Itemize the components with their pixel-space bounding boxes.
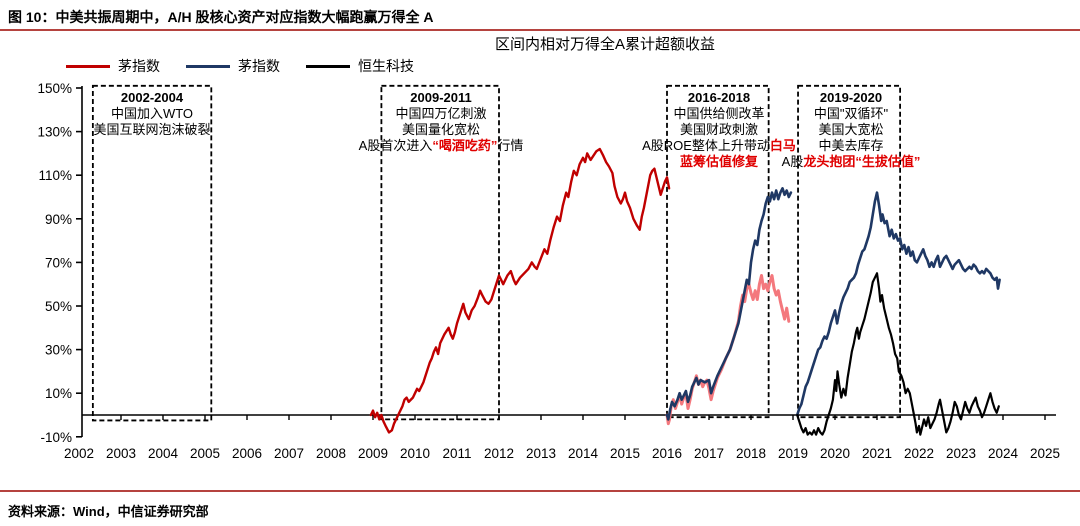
- svg-text:2003: 2003: [106, 446, 136, 461]
- annotation-text-red: 龙头抱团“生拔估值”: [803, 154, 921, 169]
- annotation-2016-2018: 2016-2018 中国供给侧改革 美国财政刺激 A股ROE整体上升带动白马 蓝…: [642, 90, 796, 170]
- annotation-line: 中国"双循环": [813, 106, 889, 121]
- legend-item-mao-a: 茅指数: [66, 56, 160, 76]
- svg-text:110%: 110%: [38, 168, 72, 183]
- annotation-text-red: “喝酒吃药”: [432, 138, 498, 153]
- svg-text:2022: 2022: [904, 446, 934, 461]
- svg-text:2016: 2016: [652, 446, 682, 461]
- annotation-text: A股首次进入: [358, 138, 433, 153]
- svg-text:2008: 2008: [316, 446, 346, 461]
- legend-item-mao-h: 茅指数: [186, 56, 280, 76]
- legend-swatch-red-line: [66, 64, 110, 68]
- svg-text:2025: 2025: [1030, 446, 1060, 461]
- figure-title: 图 10：中美共振周期中，A/H 股核心资产对应指数大幅跑赢万得全 A: [8, 9, 434, 25]
- source-note: 资料来源：Wind，中信证券研究部: [8, 504, 209, 519]
- annotation-period: 2009-2011: [410, 90, 472, 105]
- annotation-text-red: 白马: [769, 138, 796, 153]
- annotation-line: 美国财政刺激: [679, 122, 759, 137]
- svg-text:2012: 2012: [484, 446, 514, 461]
- annotation-line: 美国量化宽松: [401, 122, 481, 137]
- svg-text:2002: 2002: [64, 446, 94, 461]
- chart-legend: 茅指数 茅指数 恒生科技: [66, 56, 414, 76]
- svg-text:2018: 2018: [736, 446, 766, 461]
- annotation-line-red: 蓝筹估值修复: [679, 154, 759, 169]
- svg-text:130%: 130%: [37, 125, 72, 140]
- svg-text:90%: 90%: [45, 212, 72, 227]
- svg-text:2014: 2014: [568, 446, 599, 461]
- svg-text:2021: 2021: [862, 446, 892, 461]
- annotation-line: 中国供给侧改革: [673, 106, 765, 121]
- svg-text:150%: 150%: [37, 81, 72, 96]
- svg-text:2015: 2015: [610, 446, 640, 461]
- header-divider: [0, 29, 1080, 31]
- svg-text:2011: 2011: [442, 446, 471, 461]
- annotation-line: 中美去库存: [818, 138, 884, 153]
- annotation-line: A股首次进入“喝酒吃药”行情: [359, 138, 524, 154]
- annotation-text: A股: [781, 154, 804, 169]
- annotation-period: 2019-2020: [819, 90, 883, 105]
- annotation-line: A股龙头抱团“生拔估值”: [782, 154, 921, 170]
- svg-text:2024: 2024: [988, 446, 1019, 461]
- chart-title: 区间内相对万得全A累计超额收益: [494, 36, 715, 53]
- legend-label: 恒生科技: [358, 58, 414, 74]
- svg-text:2020: 2020: [820, 446, 850, 461]
- svg-text:2010: 2010: [400, 446, 430, 461]
- svg-text:2013: 2013: [526, 446, 556, 461]
- svg-text:10%: 10%: [45, 386, 72, 401]
- annotation-period: 2016-2018: [687, 90, 751, 105]
- svg-text:2005: 2005: [190, 446, 220, 461]
- annotation-line: 美国互联网泡沫破裂: [93, 122, 211, 137]
- annotation-text: A股ROE整体上升带动: [642, 138, 770, 153]
- svg-text:2023: 2023: [946, 446, 976, 461]
- svg-text:50%: 50%: [45, 299, 72, 314]
- svg-text:2006: 2006: [232, 446, 262, 461]
- annotation-2009-2011: 2009-2011 中国四万亿刺激 美国量化宽松 A股首次进入“喝酒吃药”行情: [359, 90, 524, 154]
- legend-item-hstech: 恒生科技: [306, 56, 414, 76]
- legend-swatch-blue-line: [186, 64, 230, 68]
- svg-text:2009: 2009: [358, 446, 388, 461]
- annotation-period: 2002-2004: [120, 90, 184, 105]
- legend-label: 茅指数: [118, 58, 160, 74]
- annotation-text: 行情: [497, 138, 524, 153]
- svg-text:70%: 70%: [45, 255, 72, 270]
- annotation-line: A股ROE整体上升带动白马: [642, 138, 796, 154]
- annotation-2019-2020: 2019-2020 中国"双循环" 美国大宽松 中美去库存 A股龙头抱团“生拔估…: [782, 90, 921, 170]
- annotation-2002-2004: 2002-2004 中国加入WTO 美国互联网泡沫破裂: [93, 90, 210, 138]
- svg-text:2019: 2019: [778, 446, 808, 461]
- svg-text:-10%: -10%: [40, 430, 72, 445]
- footer-divider: [0, 490, 1080, 492]
- annotation-line: 中国加入WTO: [110, 106, 194, 121]
- legend-swatch-black-line: [306, 64, 350, 68]
- svg-text:2004: 2004: [148, 446, 179, 461]
- svg-text:2017: 2017: [694, 446, 724, 461]
- legend-label: 茅指数: [238, 58, 280, 74]
- svg-text:30%: 30%: [45, 343, 72, 358]
- svg-text:2007: 2007: [274, 446, 304, 461]
- annotation-line: 美国大宽松: [818, 122, 884, 137]
- annotation-line: 中国四万亿刺激: [395, 106, 487, 121]
